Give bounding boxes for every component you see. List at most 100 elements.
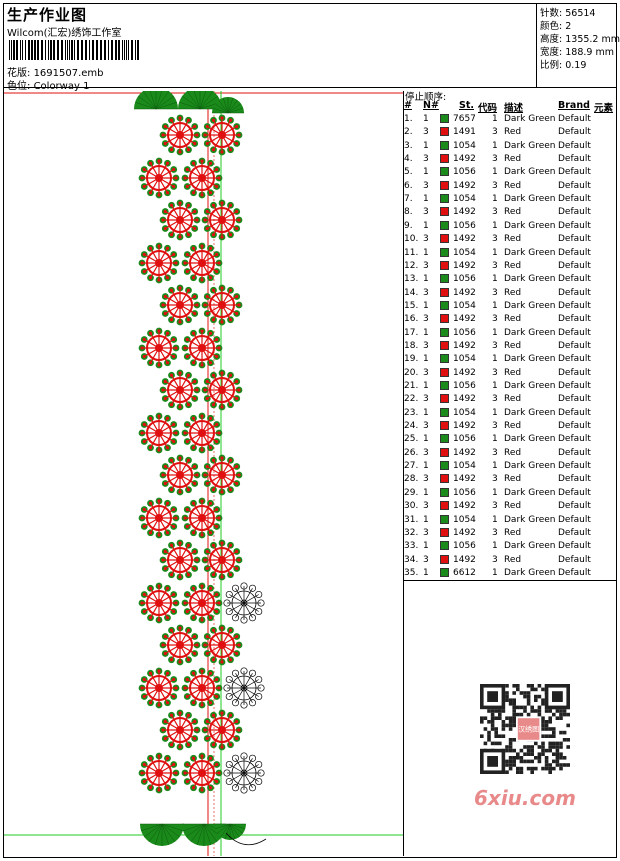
flower-motif	[181, 582, 223, 624]
page-frame	[3, 3, 617, 858]
flower-motif	[159, 114, 201, 156]
row-needle: 3	[423, 421, 429, 432]
row-number: 11.	[404, 247, 419, 258]
table-row: 22. 3 1492 3 Red Default	[404, 393, 617, 406]
flower-motif	[159, 454, 201, 496]
row-description: Dark Green	[504, 514, 556, 525]
flower-motif	[138, 157, 180, 199]
row-stitches: 1492	[453, 287, 476, 298]
row-number: 26.	[404, 447, 419, 458]
flower-motif	[201, 199, 243, 241]
row-brand: Default	[558, 287, 591, 298]
row-description: Red	[504, 527, 522, 538]
color-swatch	[440, 340, 449, 350]
row-number: 21.	[404, 381, 419, 391]
table-row: 28. 3 1492 3 Red Default	[404, 473, 617, 486]
row-code: 1	[492, 274, 498, 285]
row-description: Dark Green	[504, 407, 556, 418]
row-description: Dark Green	[504, 194, 556, 205]
row-number: 19.	[404, 354, 419, 365]
row-needle: 1	[423, 167, 429, 178]
stat-height: 高度: 1355.2 mm	[540, 31, 620, 45]
row-brand: Default	[558, 180, 591, 191]
leaf-motif	[214, 823, 246, 840]
table-row: 12. 3 1492 3 Red Default	[404, 260, 617, 273]
row-needle: 1	[423, 541, 429, 552]
flower-motif	[201, 369, 243, 411]
flower-motif	[138, 327, 180, 369]
row-code: 1	[492, 300, 498, 311]
color-swatch	[440, 407, 449, 417]
row-stitches: 1056	[453, 274, 476, 285]
stat-width: 宽度: 188.9 mm	[540, 44, 614, 58]
row-brand: Default	[558, 127, 591, 138]
table-row: 25. 1 1056 1 Dark Green Default	[404, 433, 617, 446]
row-description: Red	[504, 367, 522, 378]
row-needle: 3	[423, 234, 429, 245]
row-code: 3	[492, 554, 498, 565]
row-brand: Default	[558, 300, 591, 311]
row-needle: 1	[423, 274, 429, 285]
table-row: 20. 3 1492 3 Red Default	[404, 367, 617, 380]
row-description: Dark Green	[504, 354, 556, 365]
row-needle: 3	[423, 554, 429, 565]
stop-sequence-title: 停止顺序:	[405, 92, 447, 103]
table-row: 34. 3 1492 3 Red Default	[404, 554, 617, 567]
color-swatch	[440, 327, 449, 337]
flower-motif	[138, 667, 180, 709]
colorway-name: Colorway 1	[33, 81, 90, 92]
flower-motif	[181, 412, 223, 454]
col-header-n: N#	[423, 100, 439, 111]
row-description: Red	[504, 154, 522, 165]
row-needle: 3	[423, 207, 429, 218]
row-code: 1	[492, 461, 498, 472]
color-swatch	[440, 220, 449, 230]
row-needle: 1	[423, 407, 429, 418]
row-needle: 3	[423, 180, 429, 191]
row-brand: Default	[558, 447, 591, 458]
row-needle: 3	[423, 287, 429, 298]
design-file-label: 花版:	[7, 68, 31, 79]
col-header-stitches: St.	[459, 100, 474, 111]
row-code: 1	[492, 114, 498, 124]
row-stitches: 1054	[453, 354, 476, 365]
stat-width-value: 188.9 mm	[565, 47, 614, 58]
row-code: 1	[492, 381, 498, 391]
row-number: 31.	[404, 514, 419, 525]
design-file-line: 花版: 1691507.emb	[7, 64, 104, 79]
flower-motif	[201, 709, 243, 751]
row-number: 30.	[404, 501, 419, 512]
watermark-site: 6xiu.com	[474, 786, 576, 810]
row-brand: Default	[558, 407, 591, 418]
row-code: 1	[492, 514, 498, 525]
colorway-label: 色位:	[7, 81, 31, 92]
color-swatch	[440, 381, 449, 390]
row-code: 1	[492, 140, 498, 151]
qr-code-icon: 汉绣图	[480, 684, 570, 774]
row-code: 1	[492, 434, 498, 445]
row-brand: Default	[558, 527, 591, 538]
row-description: Red	[504, 474, 522, 485]
table-row: 16. 3 1492 3 Red Default	[404, 313, 617, 326]
row-brand: Default	[558, 541, 591, 552]
outline-flower-motif	[223, 667, 265, 709]
design-stats: 针数: 56514 颜色: 2 高度: 1355.2 mm 宽度: 188.9 …	[537, 3, 620, 87]
flower-motif	[181, 242, 223, 284]
flower-motif	[201, 114, 243, 156]
flower-motif	[159, 709, 201, 751]
leaf-motif	[140, 823, 184, 846]
row-code: 3	[492, 154, 498, 165]
row-code: 1	[492, 407, 498, 418]
row-brand: Default	[558, 327, 591, 338]
stat-height-value: 1355.2 mm	[565, 34, 620, 45]
color-swatch	[440, 180, 449, 190]
row-stitches: 1492	[453, 394, 476, 405]
row-number: 33.	[404, 541, 419, 552]
design-preview	[4, 87, 404, 856]
row-code: 1	[492, 541, 498, 552]
flower-motif	[138, 752, 180, 794]
row-stitches: 1054	[453, 140, 476, 151]
row-stitches: 1056	[453, 327, 476, 338]
row-description: Dark Green	[504, 541, 556, 552]
flower-motif	[181, 752, 223, 794]
